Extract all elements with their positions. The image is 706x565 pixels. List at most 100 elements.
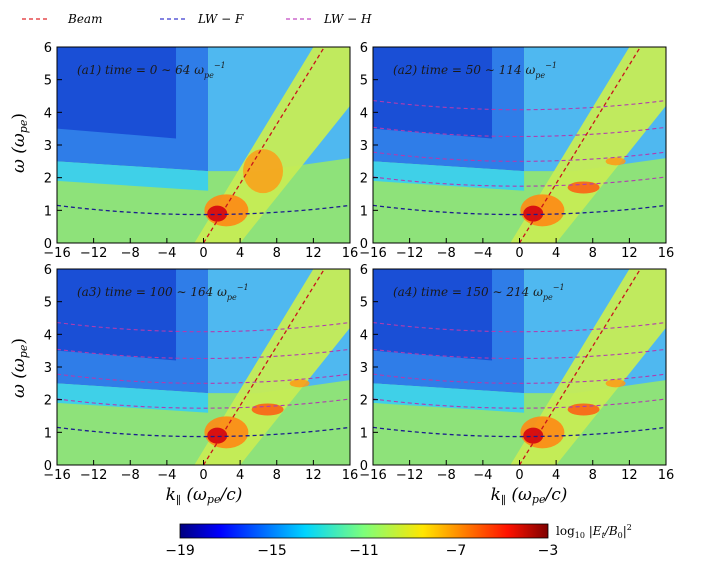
- transition-band: [373, 161, 525, 191]
- x-tick-label: 8: [273, 246, 281, 261]
- deep-blue-region: [373, 269, 493, 361]
- y-tick-label: 5: [360, 74, 368, 89]
- x-tick-label: −16: [43, 246, 70, 261]
- x-tick-label: −4: [157, 468, 176, 483]
- y-tick-label: 3: [360, 361, 368, 376]
- hot-core: [207, 427, 228, 444]
- colorbar-tick: −19: [165, 543, 195, 559]
- x-tick-label: 8: [273, 468, 281, 483]
- x-tick-label: 8: [589, 246, 597, 261]
- hot-core: [207, 205, 228, 222]
- x-tick-label: 0: [199, 468, 207, 483]
- panel-label: (a4) time = 150 ∼ 214 ωpe−1: [393, 283, 565, 302]
- x-tick-label: 16: [342, 468, 359, 483]
- x-tick-label: −12: [396, 246, 423, 261]
- x-tick-label: −12: [80, 246, 107, 261]
- x-tick-label: 4: [236, 468, 244, 483]
- y-tick-label: 5: [360, 296, 368, 311]
- x-tick-label: 4: [236, 246, 244, 261]
- beam-line: [518, 269, 641, 465]
- x-tick-label: 0: [515, 246, 523, 261]
- lw-h-curve: [57, 348, 350, 360]
- lw-h-curve: [373, 398, 666, 409]
- y-axis-label-top: ω (ωpe): [9, 113, 30, 173]
- y-tick-label: 4: [44, 106, 52, 121]
- transition-band: [373, 383, 525, 413]
- lw-h-curve: [373, 348, 666, 360]
- y-tick-label: 0: [360, 459, 368, 474]
- y-tick-label: 0: [44, 459, 52, 474]
- colorbar-tick: −7: [446, 543, 467, 559]
- y-tick-label: 5: [44, 74, 52, 89]
- y-tick-label: 6: [360, 41, 368, 56]
- x-tick-label: 12: [305, 468, 322, 483]
- x-tick-label: 4: [552, 468, 560, 483]
- x-tick-label: 16: [658, 246, 675, 261]
- x-tick-label: −16: [359, 468, 386, 483]
- colorbar: −19 −15 −11 −7 −3 log10 |Et/B0|2: [165, 523, 632, 559]
- y-tick-label: 2: [360, 394, 368, 409]
- panel-label: (a1) time = 0 ∼ 64 ωpe−1: [77, 61, 226, 80]
- lw-f-curve: [373, 204, 666, 216]
- deep-blue-region: [57, 269, 177, 361]
- y-tick-label: 4: [360, 328, 368, 343]
- y-tick-label: 6: [360, 263, 368, 278]
- y-tick-label: 3: [44, 139, 52, 154]
- x-tick-label: 12: [305, 246, 322, 261]
- transition-band: [57, 161, 209, 191]
- y-tick-label: 5: [44, 296, 52, 311]
- colorbar-tick: −3: [538, 543, 559, 559]
- deep-blue-region: [57, 47, 177, 139]
- x-tick-label: −16: [43, 468, 70, 483]
- harmonic-spot: [605, 379, 626, 388]
- lw-h-curve: [373, 373, 666, 384]
- colorbar-tick: −15: [257, 543, 287, 559]
- y-tick-label: 2: [360, 172, 368, 187]
- harmonic-spot: [605, 157, 626, 166]
- x-tick-label: −8: [437, 468, 456, 483]
- x-tick-label: 0: [199, 246, 207, 261]
- x-tick-label: 16: [658, 468, 675, 483]
- x-tick-label: 8: [589, 468, 597, 483]
- colorbar-gradient: [179, 523, 549, 539]
- x-tick-label: 16: [342, 246, 359, 261]
- x-axis-label-right: k∥ (ωpe/c): [491, 485, 568, 507]
- lw-h-curve: [373, 99, 666, 111]
- x-tick-label: −4: [473, 468, 492, 483]
- y-tick-label: 2: [44, 394, 52, 409]
- legend-lwf-label: LW − F: [197, 12, 244, 26]
- deep-blue-region: [373, 47, 493, 139]
- y-tick-label: 0: [44, 237, 52, 252]
- y-tick-label: 4: [360, 106, 368, 121]
- y-tick-label: 3: [360, 139, 368, 154]
- y-tick-label: 1: [360, 204, 368, 219]
- lw-f-curve: [373, 426, 666, 438]
- x-tick-label: 12: [621, 246, 638, 261]
- lw-h-curve: [57, 398, 350, 409]
- legend-lwh-label: LW − H: [323, 12, 372, 26]
- beam-line: [202, 269, 325, 465]
- harmonic-spot: [567, 181, 600, 194]
- y-tick-label: 1: [360, 426, 368, 441]
- panel-label: (a2) time = 50 ∼ 114 ωpe−1: [393, 61, 557, 80]
- hot-core: [523, 427, 544, 444]
- y-tick-label: 4: [44, 328, 52, 343]
- x-tick-label: −4: [157, 246, 176, 261]
- x-tick-label: 12: [621, 468, 638, 483]
- beam-line: [518, 47, 641, 243]
- colorbar-label: log10 |Et/B0|2: [556, 523, 632, 540]
- x-tick-label: 0: [515, 468, 523, 483]
- transition-band: [57, 383, 209, 413]
- legend-beam-label: Beam: [67, 12, 102, 26]
- x-tick-label: −12: [396, 468, 423, 483]
- x-tick-label: 4: [552, 246, 560, 261]
- lw-h-curve: [57, 321, 350, 333]
- y-tick-label: 3: [44, 361, 52, 376]
- legend: Beam LW − F LW − H: [22, 12, 372, 26]
- y-tick-label: 1: [44, 204, 52, 219]
